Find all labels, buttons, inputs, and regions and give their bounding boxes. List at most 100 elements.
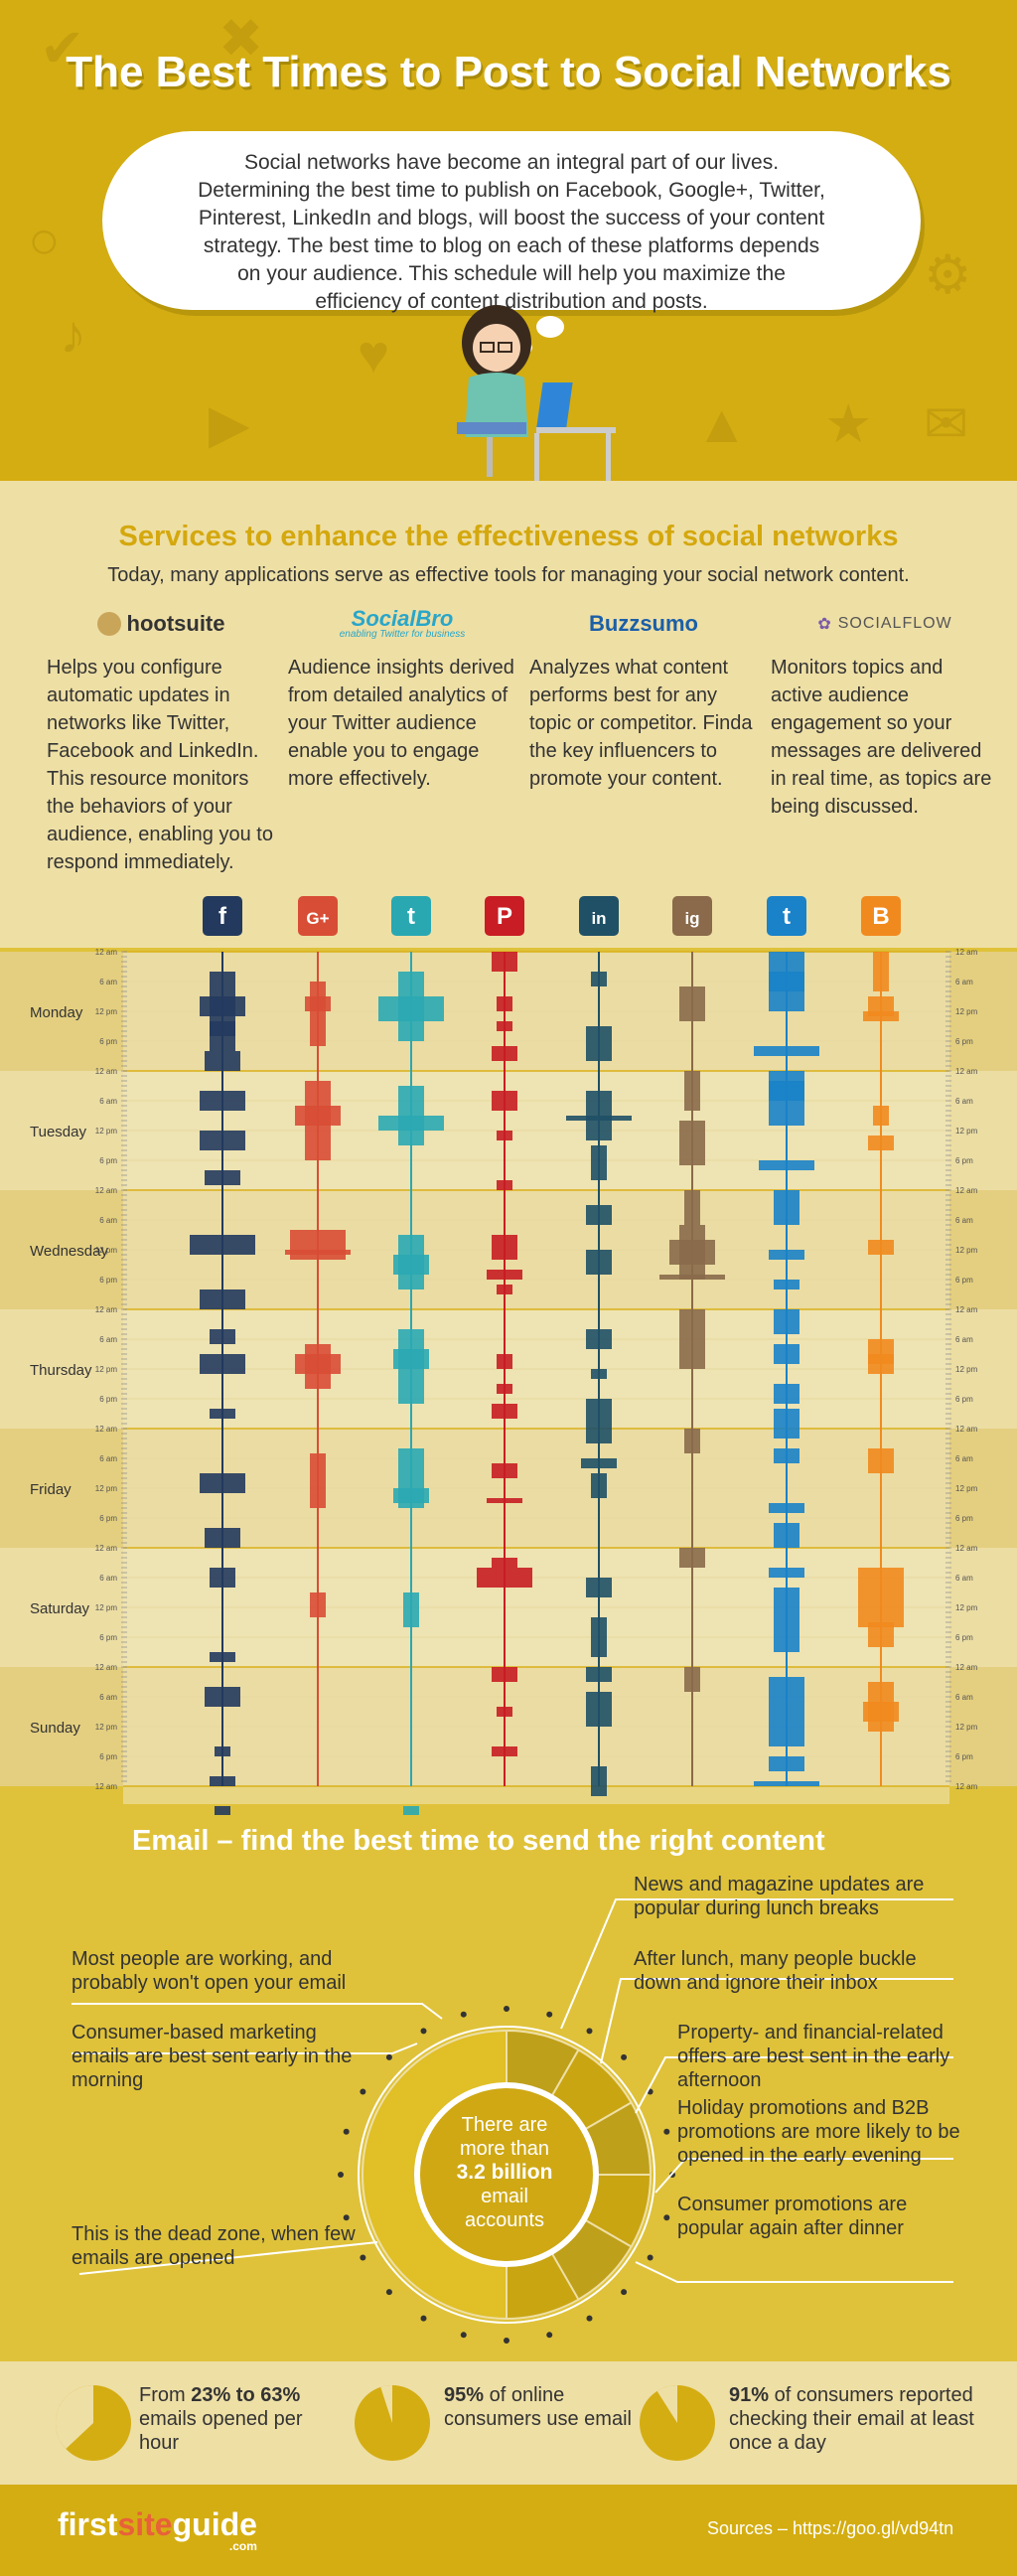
day-label-wednesday: Wednesday [30, 1243, 108, 1260]
series-segment [492, 1746, 517, 1756]
posting-times-svg: Monday Tuesday Wednesday Thursday Friday Satu… [0, 896, 1017, 1815]
series-segment [868, 1448, 894, 1473]
tick-label: 6 am [99, 1454, 117, 1463]
series-segment [215, 1746, 230, 1756]
facebook-icon [203, 896, 242, 936]
socialbro-logo: SocialBro enabling Twitter for business [339, 606, 466, 640]
tick-label: 12 am [95, 948, 118, 957]
stat-pie-2 [355, 2385, 430, 2461]
tick-label: 6 am [99, 978, 117, 986]
series-segment [774, 1309, 799, 1334]
tick-label: 12 pm [955, 1127, 978, 1136]
service-description: Monitors topics and active audience enga… [771, 657, 992, 818]
series-segment [769, 1756, 804, 1771]
series-segment [200, 1354, 245, 1374]
day-label-friday: Friday [30, 1481, 72, 1498]
series-segment [497, 1354, 512, 1369]
tick-label: 12 am [95, 1663, 118, 1672]
series-segment [581, 1458, 617, 1468]
tick-label: 12 am [955, 1663, 978, 1672]
note-leader-line [654, 2158, 953, 2194]
tick-label: 6 pm [99, 1156, 117, 1165]
clock-hour-dot [546, 2011, 553, 2018]
series-segment [566, 1116, 632, 1121]
tick-label: 12 am [95, 1782, 118, 1791]
series-segment [200, 1091, 245, 1111]
clock-hour-dot [647, 2254, 654, 2261]
clock-hour-dot [420, 2315, 427, 2322]
tick-label: 6 am [955, 1216, 973, 1225]
icon-glyph: B [872, 903, 889, 930]
tick-label: 12 pm [955, 1246, 978, 1255]
series-segment [210, 1568, 235, 1588]
series-segment [190, 1235, 255, 1255]
tick-label: 6 pm [99, 1037, 117, 1046]
series-segment [858, 1568, 904, 1627]
series-segment [295, 1106, 341, 1126]
tick-label: 6 pm [99, 1752, 117, 1761]
series-segment [586, 1578, 612, 1597]
series-segment [205, 1687, 240, 1707]
clock-hour-dot [385, 2289, 392, 2296]
tick-label: 6 pm [99, 1395, 117, 1404]
series-segment [310, 1592, 326, 1617]
tick-label: 6 am [99, 1574, 117, 1583]
series-segment [868, 1354, 894, 1374]
series-segment [310, 982, 326, 1046]
plot-area [123, 952, 949, 1804]
series-segment [863, 1702, 899, 1722]
hootsuite-logo: hootsuite [47, 604, 275, 644]
tick-label: 12 pm [95, 1484, 118, 1493]
note-after-dinner: Consumer promotions are popular again af… [677, 2194, 908, 2239]
series-segment [591, 972, 607, 986]
clock-hour-dot [621, 2289, 628, 2296]
tick-label: 6 pm [955, 1276, 973, 1285]
series-segment [586, 1205, 612, 1225]
note-early-evening: Holiday promotions and B2B promotions ar… [677, 2097, 960, 2167]
clock-hour-dot [460, 2332, 467, 2339]
series-segment [310, 1453, 326, 1508]
icon-glyph: t [783, 903, 791, 930]
series-segment [497, 1285, 512, 1294]
email-section: Email – find the best time to send the r… [0, 1815, 1017, 2361]
series-segment [774, 1588, 799, 1652]
series-segment [200, 1289, 245, 1309]
icon-glyph: G+ [306, 909, 329, 928]
series-segment [295, 1354, 341, 1374]
clock-hour-dot [360, 2254, 366, 2261]
twitter-icon [391, 896, 431, 936]
footer: firstsiteguide .com Sources – https://go… [0, 2485, 1017, 2576]
series-segment [305, 996, 331, 1011]
series-segment [868, 1240, 894, 1255]
series-segment [210, 1329, 235, 1344]
sources-link[interactable]: Sources – https://goo.gl/vd94tn [707, 2518, 954, 2538]
tick-label: 12 am [955, 1305, 978, 1314]
series-segment [492, 952, 517, 972]
day-label-tuesday: Tuesday [30, 1124, 86, 1140]
tick-label: 12 am [95, 1186, 118, 1195]
clock-hour-dot [586, 2315, 593, 2322]
background-play-icon: ▶ [209, 394, 250, 454]
tick-label: 12 am [95, 1544, 118, 1553]
stat-3: 91% of consumers reported checking their… [729, 2384, 974, 2454]
series-segment [492, 1235, 517, 1260]
intro-bubble: Social networks have become an integral … [102, 131, 921, 313]
series-segment [774, 1280, 799, 1289]
series-segment [591, 1473, 607, 1498]
girl-at-computer-illustration [457, 305, 616, 481]
tick-label: 12 am [95, 1067, 118, 1076]
stat-2: 95% of online consumers use email [444, 2384, 632, 2430]
blogger-icon [861, 896, 901, 936]
series-segment [586, 1667, 612, 1682]
series-segment [769, 1250, 804, 1260]
tick-label: 6 pm [955, 1037, 973, 1046]
series-segment [492, 1046, 517, 1061]
service-buzzsumo: Buzzsumo Analyzes what content performs … [529, 604, 758, 793]
day-label-thursday: Thursday [30, 1362, 92, 1379]
icon-glyph: P [497, 903, 512, 930]
firstsiteguide-logo[interactable]: firstsiteguide .com [58, 2506, 257, 2553]
background-search-icon: ○ [28, 211, 61, 270]
series-segment [679, 986, 705, 1021]
series-segment [769, 1503, 804, 1513]
series-segment [684, 1429, 700, 1453]
